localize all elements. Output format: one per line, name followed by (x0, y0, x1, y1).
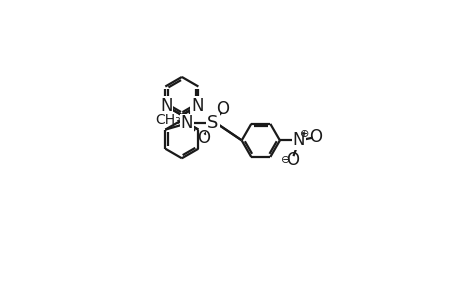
Text: CH₃: CH₃ (154, 113, 180, 127)
Text: N: N (292, 131, 305, 149)
Text: O: O (309, 128, 322, 146)
Text: O: O (285, 152, 298, 169)
Text: N: N (160, 97, 172, 115)
Text: N: N (191, 97, 203, 115)
Text: O: O (216, 100, 229, 118)
Text: S: S (207, 115, 218, 133)
Text: ⊕: ⊕ (299, 129, 308, 139)
Text: O: O (196, 129, 209, 147)
Text: N: N (180, 115, 193, 133)
Text: ⊖: ⊖ (280, 155, 290, 165)
Text: H: H (181, 110, 191, 124)
